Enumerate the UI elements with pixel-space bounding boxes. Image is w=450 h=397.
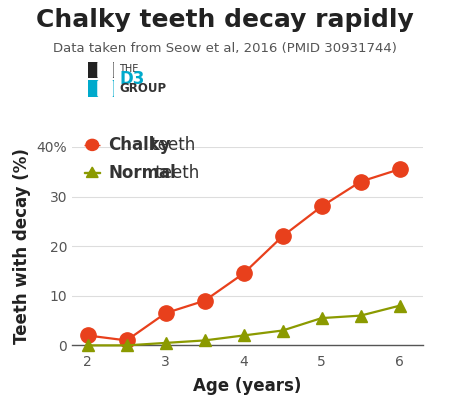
Text: Chalky teeth decay rapidly: Chalky teeth decay rapidly	[36, 8, 414, 32]
Text: Data taken from Seow et al, 2016 (PMID 30931744): Data taken from Seow et al, 2016 (PMID 3…	[53, 42, 397, 55]
X-axis label: Age (years): Age (years)	[194, 378, 302, 395]
Text: Normal: Normal	[108, 164, 176, 182]
Text: teeth: teeth	[150, 164, 199, 182]
Text: THE: THE	[119, 64, 139, 73]
Text: GROUP: GROUP	[119, 82, 166, 95]
Text: Chalky: Chalky	[108, 136, 171, 154]
Text: D3: D3	[119, 70, 144, 88]
Y-axis label: Teeth with decay (%): Teeth with decay (%)	[13, 148, 31, 344]
Text: teeth: teeth	[146, 136, 195, 154]
